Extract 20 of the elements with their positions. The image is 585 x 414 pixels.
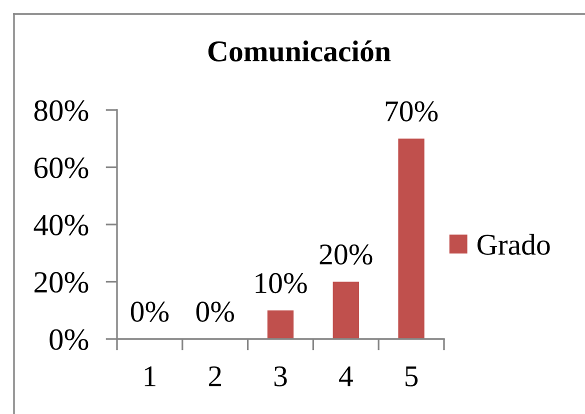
x-tick-label: 5 — [406, 366, 418, 386]
y-tick-label: 60% — [34, 158, 88, 178]
data-label: 0% — [196, 302, 234, 322]
y-tick-label: 0% — [50, 329, 88, 350]
bar — [267, 310, 294, 339]
y-tick-label: 40% — [34, 214, 88, 236]
bar — [398, 138, 424, 339]
y-tick-label: 80% — [34, 100, 88, 121]
bar — [332, 282, 359, 339]
x-tick-label: 2 — [208, 366, 221, 386]
data-label: 20% — [320, 244, 372, 265]
data-label: 10% — [256, 273, 307, 294]
x-tick-label: 1 — [144, 366, 156, 386]
legend-label: Grado — [478, 234, 550, 255]
x-tick-label: 3 — [274, 366, 287, 386]
data-label: 0% — [130, 302, 169, 322]
x-tick-label: 4 — [339, 366, 353, 386]
y-tick-label: 20% — [34, 272, 88, 293]
chart-title: Comunicación — [208, 40, 391, 62]
data-label: 70% — [386, 101, 438, 122]
